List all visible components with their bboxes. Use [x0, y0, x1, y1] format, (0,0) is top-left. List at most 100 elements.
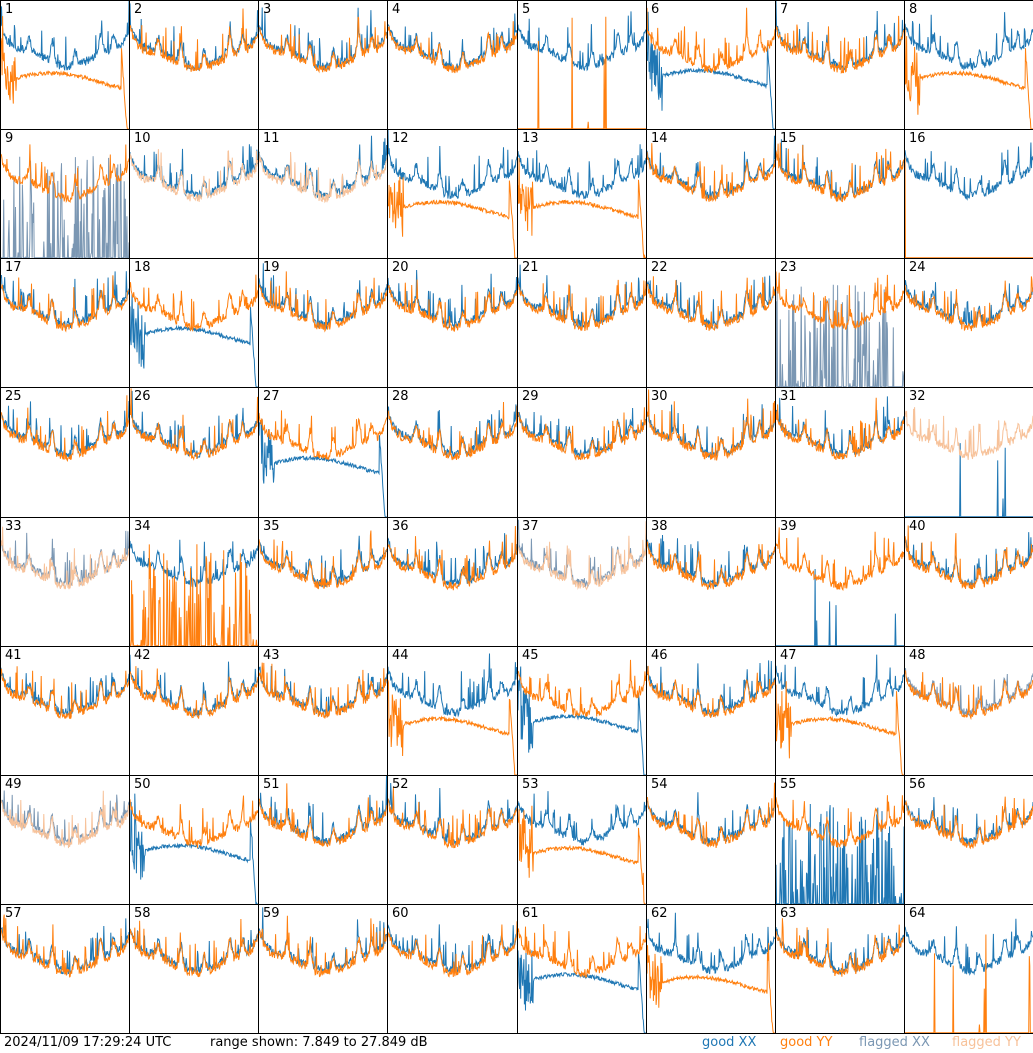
yy-series-line — [905, 796, 1033, 850]
panel-label: 63 — [780, 906, 797, 921]
panel-56: 56 — [904, 775, 1033, 905]
panel-label: 19 — [263, 260, 280, 275]
panel-label: 41 — [5, 648, 22, 663]
xx-series-line — [518, 144, 646, 200]
panel-plot — [905, 12, 1033, 129]
panel-31: 31 — [775, 387, 905, 518]
panel-plot — [259, 530, 387, 590]
panel-plot — [1, 790, 129, 849]
xx-series-line — [388, 924, 517, 975]
yy-series-line — [259, 783, 387, 848]
panel-label: 12 — [392, 131, 409, 146]
yy-series-line — [905, 27, 1033, 129]
panel-label: 57 — [5, 906, 22, 921]
panel-label: 53 — [522, 777, 539, 792]
panel-plot — [1, 914, 129, 978]
yy-series-line — [259, 915, 387, 978]
xx-series-line — [518, 407, 646, 459]
yy-series-line — [130, 274, 258, 333]
panel-label: 36 — [392, 519, 409, 534]
panel-label: 55 — [780, 777, 797, 792]
panel-label: 7 — [780, 2, 789, 17]
yy-series-line — [518, 16, 646, 129]
panel-41: 41 — [0, 646, 130, 776]
range-text: range shown: 7.849 to 27.849 dB — [210, 1035, 428, 1050]
panel-label: 61 — [522, 906, 539, 921]
yy-series-line — [905, 276, 1033, 332]
panel-label: 54 — [651, 777, 668, 792]
panel-7: 7 — [775, 0, 905, 130]
yy-series-line — [259, 530, 387, 590]
panel-plot — [130, 274, 258, 387]
yy-series-line — [1, 666, 129, 720]
panel-plot — [905, 525, 1033, 590]
panel-14: 14 — [646, 129, 776, 259]
panel-label: 29 — [522, 389, 539, 404]
panel-13: 13 — [517, 129, 647, 259]
xx-series-line — [905, 918, 1033, 976]
panel-label: 30 — [651, 389, 668, 404]
panel-39: 39 — [775, 517, 905, 647]
xx-series-line — [776, 654, 904, 718]
xx-series-line — [905, 280, 1033, 328]
panel-plot — [388, 401, 517, 461]
panel-label: 2 — [134, 2, 143, 17]
yy-series-line — [518, 659, 646, 718]
panel-43: 43 — [258, 646, 388, 776]
panel-5: 5 — [517, 0, 647, 130]
panel-label: 25 — [5, 389, 22, 404]
panel-3: 3 — [258, 0, 388, 130]
xx-series-line — [388, 130, 517, 199]
panel-22: 22 — [646, 258, 776, 388]
yy-series-line — [130, 795, 258, 849]
panel-label: 33 — [5, 519, 22, 534]
panel-plot — [518, 11, 646, 129]
xx-series-line — [905, 12, 1033, 71]
panel-label: 43 — [263, 648, 280, 663]
panel-plot — [130, 654, 258, 719]
panel-label: 9 — [5, 131, 14, 146]
xx-series-line — [130, 928, 258, 974]
panel-label: 38 — [651, 519, 668, 534]
xx-series-line — [130, 3, 258, 72]
panel-label: 50 — [134, 777, 151, 792]
panel-plot — [647, 7, 775, 129]
panel-label: 37 — [522, 519, 539, 534]
footer: 2024/11/09 17:29:24 UTC range shown: 7.8… — [0, 1033, 1033, 1053]
panel-label: 59 — [263, 906, 280, 921]
panel-plot — [130, 388, 258, 461]
xx-series-line — [388, 404, 517, 460]
panel-44: 44 — [387, 646, 518, 776]
xx-series-line — [776, 396, 904, 459]
panel-plot — [388, 269, 517, 332]
panel-plot — [518, 659, 646, 775]
xx-series-line — [776, 284, 904, 387]
yy-series-line — [647, 389, 775, 461]
panel-64: 64 — [904, 904, 1033, 1034]
panel-label: 52 — [392, 777, 409, 792]
xx-series-line — [647, 912, 775, 975]
yy-series-line — [1, 526, 129, 590]
xx-series-line — [1, 530, 129, 587]
panel-50: 50 — [129, 775, 259, 905]
panel-plot — [776, 1, 904, 75]
xx-series-line — [388, 269, 517, 331]
yy-series-line — [776, 397, 904, 461]
panel-label: 48 — [909, 648, 926, 663]
panel-34: 34 — [129, 517, 259, 647]
yy-series-line — [259, 151, 387, 204]
panel-plot — [776, 271, 904, 387]
yy-series-line — [388, 680, 517, 775]
yy-series-line — [1, 275, 129, 333]
panel-label: 16 — [909, 131, 926, 146]
xx-series-line — [905, 532, 1033, 588]
yy-series-line — [776, 15, 904, 75]
panel-plot — [905, 276, 1033, 332]
yy-series-line — [1, 16, 129, 129]
panel-plot — [647, 782, 775, 849]
panel-label: 8 — [909, 2, 918, 17]
panel-label: 42 — [134, 648, 151, 663]
xx-series-line — [905, 443, 1033, 517]
panel-27: 27 — [258, 387, 388, 518]
panel-label: 60 — [392, 906, 409, 921]
